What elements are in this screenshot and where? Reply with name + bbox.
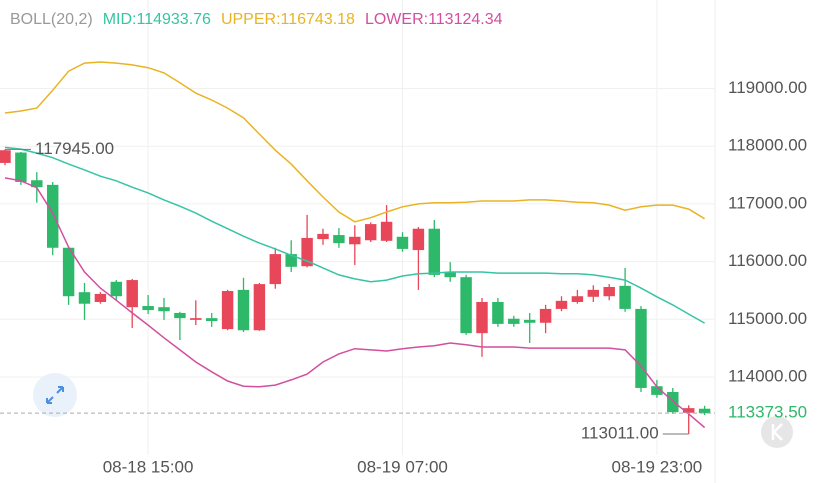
candle-body (142, 306, 154, 311)
candle-body (94, 293, 107, 302)
plot: 114000.00 115000.00 116000.00 117000.00 1180… (0, 0, 807, 476)
candle-body (539, 308, 552, 323)
candle-body (221, 291, 234, 330)
candle-body (333, 235, 345, 244)
x-tick-label: 08-19 07:00 (357, 457, 448, 476)
y-tick-label: 115000.00 (728, 309, 807, 328)
boll-line (4, 146, 705, 324)
candle-body (571, 296, 584, 302)
candle-body (364, 224, 377, 241)
candle-body (31, 180, 43, 188)
last-price-label: 113373.50 (728, 403, 807, 422)
y-tick-label: 119000.00 (728, 78, 807, 97)
candle-body (619, 285, 631, 309)
candle-body (698, 408, 711, 414)
x-tick-label: 08-19 23:00 (612, 457, 703, 476)
legend-entry: LOWER:113124.34 (365, 11, 503, 28)
back-button[interactable] (761, 416, 793, 448)
candle-body (301, 237, 313, 267)
candle-body (285, 254, 297, 267)
indicator-label: BOLL(20,2) (10, 11, 93, 28)
candle-body (428, 228, 441, 275)
y-tick-label: 116000.00 (728, 251, 807, 270)
candle-body (78, 292, 91, 304)
candle-body (651, 386, 663, 395)
low-marker-label: 113011.00 (581, 424, 659, 443)
candle-body (603, 286, 615, 297)
y-tick-label: 117000.00 (728, 193, 807, 212)
candle-body (190, 318, 202, 320)
candle-body (349, 236, 361, 245)
expand-circle[interactable] (33, 373, 77, 417)
candle-body (237, 289, 250, 331)
boll-line (4, 177, 706, 429)
expand-button[interactable] (33, 373, 77, 417)
candle-body (460, 277, 472, 334)
candle-body (555, 300, 568, 309)
candle-body (682, 408, 695, 413)
candle-body (317, 233, 329, 240)
candle-body (205, 318, 218, 322)
legend-entry: UPPER:116743.18 (221, 11, 355, 28)
candle-body (253, 284, 266, 331)
candle-body (174, 312, 186, 319)
candle-body (412, 228, 425, 251)
boll-line (4, 61, 705, 223)
candle-body (523, 319, 536, 323)
candle-body (62, 247, 75, 297)
candle-body (396, 236, 409, 249)
candle-body (587, 289, 600, 297)
candle-body (635, 308, 647, 388)
back-icon[interactable] (771, 423, 783, 441)
y-tick-label: 118000.00 (728, 136, 807, 155)
high-marker-label: 117945.00 (35, 139, 114, 158)
candle-body (476, 301, 488, 334)
candle-body (444, 271, 456, 278)
back-circle[interactable] (761, 416, 793, 448)
legend-entry: MID:114933.76 (103, 11, 211, 28)
candle-body (0, 150, 11, 163)
candle-body (126, 280, 138, 308)
candle-body (380, 221, 393, 241)
y-tick-label: 114000.00 (728, 366, 807, 385)
candle-body (492, 301, 504, 324)
candle-body (46, 184, 59, 248)
candle-body (508, 318, 520, 324)
expand-icon[interactable] (46, 386, 64, 404)
candle-body (269, 254, 282, 285)
candle-body (158, 307, 170, 312)
candle-body (110, 281, 123, 297)
candle-body (15, 152, 27, 182)
x-tick-label: 08-18 15:00 (103, 457, 194, 476)
